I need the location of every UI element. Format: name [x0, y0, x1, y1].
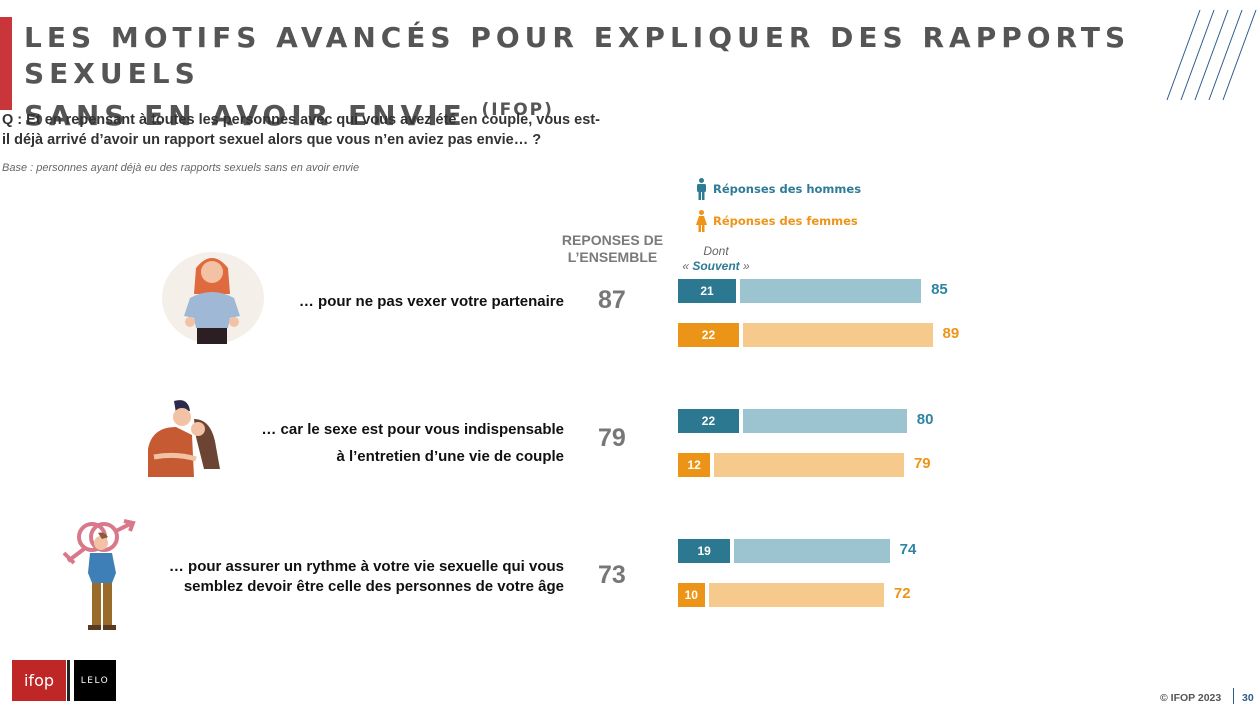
logo-separator [67, 660, 70, 701]
title-line-1: LES MOTIFS AVANCÉS POUR EXPLIQUER DES RA… [24, 21, 1131, 90]
women-total-bar [708, 583, 884, 607]
quote-open: « [682, 259, 693, 273]
reason-3-line-1: … pour assurer un rythme à votre vie sex… [168, 558, 564, 575]
women-souvent-label: 10 [684, 588, 698, 602]
lelo-logo: LELO [74, 660, 116, 701]
man-icon [697, 178, 706, 200]
legend-women-label: Réponses des femmes [713, 214, 858, 228]
reason-2-line-1: … car le sexe est pour vous indispensabl… [261, 421, 564, 438]
reason-label-1: … pour ne pas vexer votre partenaire [299, 292, 564, 312]
title-source: (IFOP) [481, 100, 554, 120]
women-souvent-bar: 22 [678, 323, 739, 347]
women-total-bar [714, 453, 904, 477]
women-souvent-label: 22 [701, 328, 716, 342]
women-value-label: 79 [913, 455, 931, 472]
men-total-bar [740, 279, 922, 303]
page-number-separator [1233, 688, 1234, 704]
legend-men-label: Réponses des hommes [713, 182, 862, 196]
couple-illustration [148, 400, 220, 477]
overall-value-3: 73 [598, 561, 626, 589]
survey-base: Base : personnes ayant déjà eu des rappo… [2, 162, 360, 174]
dont-label: Dont [703, 244, 729, 258]
men-total-bar [734, 539, 890, 563]
men-souvent-bar: 22 [678, 409, 739, 433]
ifop-logo: ifop [12, 660, 66, 701]
title-line-2: SANS EN AVOIR ENVIE [24, 99, 467, 132]
women-value-label: 89 [942, 325, 960, 342]
title-accent-bar [0, 17, 12, 110]
women-value-label: 72 [893, 585, 911, 602]
women-souvent-bar: 12 [678, 453, 711, 477]
decorative-hatch-lines [1166, 9, 1257, 101]
men-souvent-bar: 21 [678, 279, 737, 303]
men-souvent-label: 19 [697, 544, 711, 558]
souvent-label: Souvent [692, 259, 740, 273]
souvent-column-header: Dont « Souvent » [676, 244, 756, 274]
copyright: © IFOP 2023 [1160, 692, 1222, 704]
quote-close: » [739, 259, 750, 273]
woman-icon [696, 210, 707, 232]
men-souvent-bar: 19 [678, 539, 731, 563]
reason-2-line-2: à l’entretien d’une vie de couple [336, 448, 564, 465]
page-number: 30 [1242, 692, 1254, 704]
overall-header-line-2: L’ENSEMBLE [567, 249, 658, 265]
woman-illustration [162, 252, 264, 344]
overall-value-1: 87 [598, 286, 626, 314]
men-souvent-label: 21 [700, 284, 714, 298]
overall-column-header: REPONSES DE L’ENSEMBLE [555, 232, 670, 266]
survey-question: Q : Et en repensant à toutes les personn… [2, 112, 600, 148]
reason-1-line-1: … pour ne pas vexer votre partenaire [298, 293, 564, 310]
page-title: LES MOTIFS AVANCÉS POUR EXPLIQUER DES RA… [24, 20, 1260, 134]
overall-value-2: 79 [598, 424, 626, 452]
men-total-bar [742, 409, 907, 433]
men-value-label: 74 [899, 541, 917, 558]
men-value-label: 80 [916, 411, 934, 428]
women-total-bar [742, 323, 933, 347]
women-souvent-bar: 10 [678, 583, 705, 607]
reason-3-line-2: semblez devoir être celle des personnes … [183, 578, 564, 595]
legend-men: Réponses des hommes [696, 178, 861, 200]
man-gender-symbols-illustration [62, 519, 136, 630]
reason-label-2: … car le sexe est pour vous indispensabl… [261, 416, 564, 470]
men-value-label: 85 [931, 281, 948, 298]
men-souvent-label: 22 [701, 414, 716, 428]
overall-header-line-1: REPONSES DE [561, 232, 664, 248]
reason-label-3: … pour assurer un rythme à votre vie sex… [169, 557, 564, 597]
women-souvent-label: 12 [687, 458, 701, 472]
legend-women: Réponses des femmes [696, 210, 858, 232]
